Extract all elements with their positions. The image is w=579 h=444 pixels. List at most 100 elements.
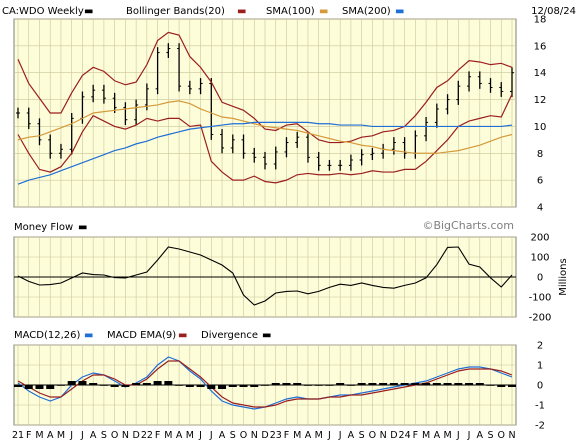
x-tick-label: A [176,430,183,441]
divergence-bar [196,385,205,387]
x-tick-label: M [443,430,451,441]
x-tick-label: S [488,430,494,441]
y-tick-label: 8 [537,149,543,160]
divergence-bar [132,383,141,385]
y-tick-label: 100 [530,253,549,264]
divergence-bar [508,385,516,387]
divergence-bar [78,381,87,385]
money-flow-unit: Millions [558,258,569,295]
divergence-bar [175,385,184,386]
divergence-bar [303,385,312,386]
divergence-bar [379,383,388,385]
divergence-legend-swatch: ▬ [262,330,271,341]
chart-date: 12/08/24 [531,6,576,17]
x-tick-label: O [240,430,247,441]
legend-sma100-swatch: ▬ [319,6,328,17]
x-tick-label: J [327,430,331,441]
legend-sma100-label: SMA(100) [266,6,315,17]
y-tick-label: -100 [529,293,552,304]
x-tick-label: N [251,430,258,441]
x-tick-label: D [261,430,268,441]
x-tick-label: 23 [270,430,282,441]
y-tick-label: 10 [534,122,547,133]
divergence-bar [411,383,420,385]
bigcharts-watermark: ©BigCharts.com [422,219,514,232]
divergence-bar [250,385,259,387]
x-tick-label: M [57,430,65,441]
x-tick-label: M [315,430,323,441]
divergence-bar [142,383,151,385]
divergence-bar [121,385,130,387]
x-tick-label: O [111,430,118,441]
divergence-bar [336,383,345,385]
divergence-bar [443,383,452,385]
divergence-bar [261,385,269,386]
divergence-bar [325,385,334,386]
x-tick-label: O [498,430,505,441]
divergence-bar [218,385,227,389]
bollinger-upper-line [17,31,513,144]
divergence-bar [282,383,291,385]
x-tick-label: F [155,430,160,441]
y-tick-label: -2 [535,421,545,432]
x-tick-label: S [101,430,107,441]
y-tick-label: 0 [537,273,543,284]
divergence-bar [46,385,55,389]
divergence-bar [99,385,108,386]
divergence-bar [357,383,366,385]
divergence-bar [314,385,323,386]
sma100-line [17,100,513,154]
divergence-bar [228,385,237,387]
x-tick-label: A [477,430,484,441]
x-tick-label: 24 [399,430,411,441]
divergence-bar [35,385,44,389]
bollinger-lower-line [17,93,513,184]
x-tick-label: A [305,430,312,441]
macd-legend-swatch: ▬ [84,330,93,341]
x-tick-label: A [90,430,97,441]
y-tick-label: -1 [535,401,545,412]
y-tick-label: 4 [537,203,543,214]
series [14,31,516,410]
divergence-legend-label: Divergence [201,330,258,341]
sma200-line [17,121,513,185]
divergence-bar [24,385,33,389]
x-tick-label: D [390,430,397,441]
divergence-bar [89,383,98,385]
x-tick-label: N [508,430,515,441]
divergence-bar [67,381,76,385]
divergence-bar [239,385,248,387]
divergence-bar [486,385,495,386]
divergence-bar [153,381,162,385]
x-tick-label: M [35,430,43,441]
divergence-bar [432,383,441,385]
y-tick-label: 14 [534,68,547,79]
money-flow-line [17,246,513,306]
y-tick-label: 6 [537,176,543,187]
divergence-bar [207,385,216,389]
legend-sma200-label: SMA(200) [342,6,391,17]
divergence-bar [271,383,280,385]
macd-ema-legend-swatch: ▬ [178,330,187,341]
divergence-bar [389,383,398,385]
symbol-swatch: ▬ [84,6,93,17]
divergence-bar [346,385,355,386]
x-tick-label: 22 [141,430,153,441]
divergence-bar [454,383,463,385]
x-tick-label: F [26,430,31,441]
x-tick-label: J [69,430,73,441]
macd-legend-label: MACD(12,26) [14,330,81,341]
x-tick-label: A [47,430,54,441]
legend-bollinger-label: Bollinger Bands(20) [126,6,225,17]
divergence-bar [110,385,119,387]
x-tick-label: O [369,430,376,441]
y-tick-label: 1 [537,361,543,372]
x-tick-label: S [230,430,236,441]
divergence-bar [422,383,431,385]
y-tick-label: 200 [530,233,549,244]
legend-sma200-swatch: ▬ [395,6,404,17]
divergence-bar [465,383,474,385]
divergence-bar [293,383,302,385]
x-tick-label: J [198,430,202,441]
